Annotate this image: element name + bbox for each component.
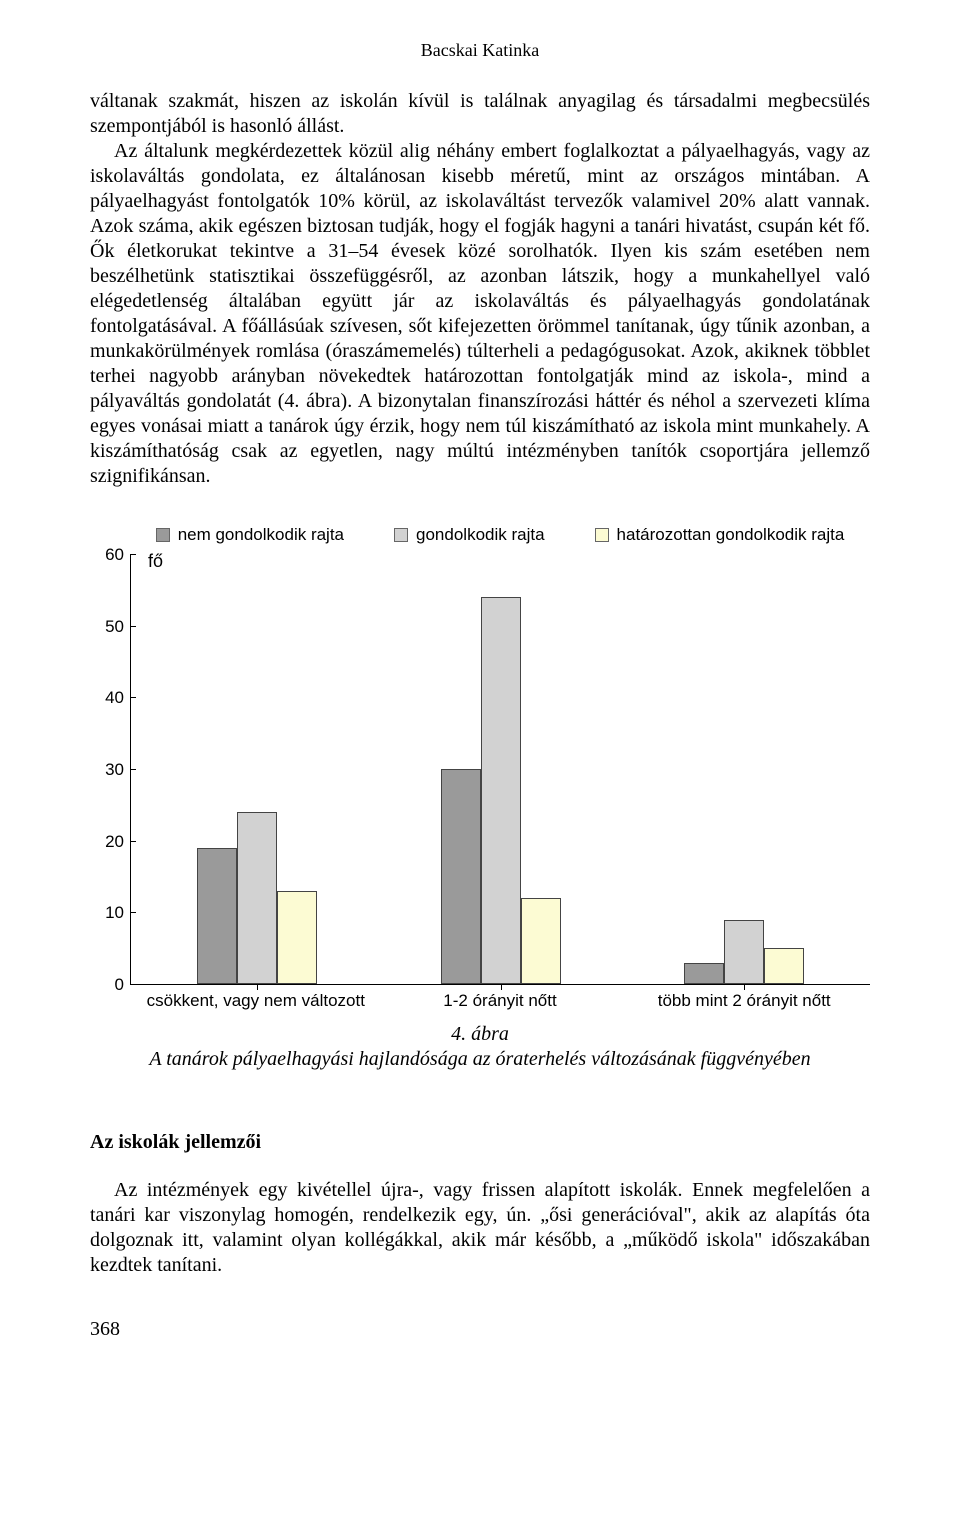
- figure-title: A tanárok pályaelhagyási hajlandósága az…: [90, 1048, 870, 1071]
- bar: [197, 848, 237, 984]
- bar: [724, 920, 764, 985]
- y-tick-label: 20: [90, 832, 124, 852]
- bar: [441, 769, 481, 984]
- y-tick-label: 40: [90, 688, 124, 708]
- body-para-1a: váltanak szakmát, hiszen az iskolán kívü…: [90, 90, 870, 137]
- bar: [684, 963, 724, 985]
- body-paragraph-2: Az intézmények egy kivétellel újra-, vag…: [90, 1178, 870, 1278]
- bar-chart: fő 0102030405060 csökkent, vagy nem vált…: [90, 555, 870, 1015]
- legend-label-3: határozottan gondolkodik rajta: [617, 525, 845, 545]
- chart-legend: nem gondolkodik rajta gondolkodik rajta …: [90, 525, 870, 545]
- body-paragraph-1: váltanak szakmát, hiszen az iskolán kívü…: [90, 89, 870, 489]
- legend-item-3: határozottan gondolkodik rajta: [595, 525, 845, 545]
- y-tick-label: 0: [90, 975, 124, 995]
- bar-group: [441, 597, 561, 984]
- bar-group: [684, 920, 804, 985]
- plot-area: [130, 555, 870, 985]
- legend-label-1: nem gondolkodik rajta: [178, 525, 344, 545]
- y-tick-label: 30: [90, 760, 124, 780]
- bar: [277, 891, 317, 984]
- x-axis-labels: csökkent, vagy nem változott 1-2 órányit …: [130, 987, 870, 1015]
- body-para-1b: Az általunk megkérdezettek közül alig né…: [90, 140, 870, 487]
- bar: [764, 948, 804, 984]
- legend-item-2: gondolkodik rajta: [394, 525, 545, 545]
- legend-item-1: nem gondolkodik rajta: [156, 525, 344, 545]
- section-heading: Az iskolák jellemzői: [90, 1131, 870, 1154]
- page-number: 368: [90, 1318, 870, 1341]
- bar: [521, 898, 561, 984]
- x-axis-label: több mint 2 órányit nőtt: [658, 991, 831, 1011]
- y-tick-label: 50: [90, 617, 124, 637]
- x-axis-label: 1-2 órányit nőtt: [443, 991, 556, 1011]
- body-para-2-text: Az intézmények egy kivétellel újra-, vag…: [90, 1179, 870, 1276]
- legend-swatch-2: [394, 528, 408, 542]
- legend-swatch-3: [595, 528, 609, 542]
- figure-number: 4. ábra: [90, 1023, 870, 1046]
- bar: [237, 812, 277, 984]
- y-tick-label: 60: [90, 545, 124, 565]
- page-author: Bacskai Katinka: [90, 40, 870, 61]
- bar: [481, 597, 521, 984]
- y-tick-label: 10: [90, 903, 124, 923]
- legend-label-2: gondolkodik rajta: [416, 525, 545, 545]
- y-axis: 0102030405060: [90, 555, 130, 985]
- bar-group: [197, 812, 317, 984]
- legend-swatch-1: [156, 528, 170, 542]
- x-axis-label: csökkent, vagy nem változott: [147, 991, 365, 1011]
